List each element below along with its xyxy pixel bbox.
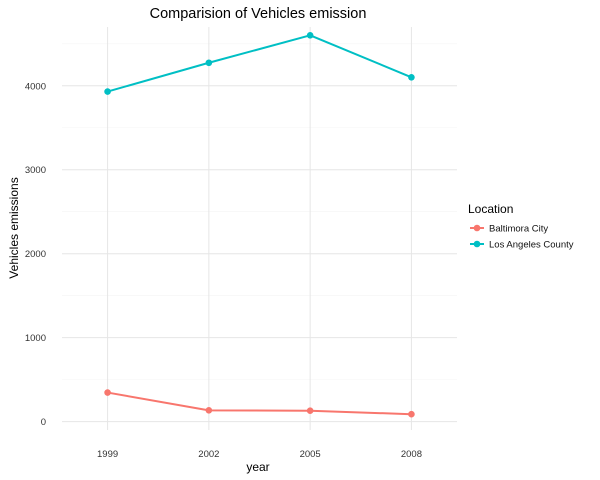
data-point [104,389,111,396]
series-line [107,34,412,93]
legend-item: Baltimora City [470,224,548,235]
series-los-angeles-county [104,32,415,95]
data-point [408,410,415,418]
legend-items: Baltimora City Los Angeles County [470,224,574,251]
y-axis-title: Vehicles emissions [7,177,21,278]
data-point [205,59,213,67]
data-point [306,407,314,414]
x-tick-label: 2005 [300,449,321,460]
legend-label: Los Angeles County [489,240,574,251]
x-axis-title: year [246,460,269,474]
legend-label: Baltimora City [489,224,548,235]
y-tick-label: 1000 [25,333,46,344]
y-tick-label: 4000 [25,81,46,92]
legend-item: Los Angeles County [470,240,574,251]
legend-key-point [473,224,481,232]
data-point [104,88,111,95]
data-point [408,73,415,81]
series-layer [104,32,415,418]
data-point [306,32,314,39]
legend-key-point [473,240,481,248]
series-line [107,391,412,416]
y-tick-label: 3000 [25,165,46,176]
legend-title: Location [468,202,513,216]
y-tick-label: 0 [41,417,46,428]
data-point [205,407,213,414]
y-tick-label: 2000 [25,249,46,260]
x-tick-label: 2008 [401,449,422,460]
legend: Location Baltimora City Los Angeles Count… [468,202,574,251]
x-tick-label: 2002 [198,449,219,460]
series-baltimora-city [104,389,415,418]
x-tick-label: 1999 [97,449,118,460]
axes: 0 1000 2000 3000 4000 1999 2002 2005 2008 [25,81,422,460]
chart-title: Comparision of Vehicles emission [150,6,367,22]
